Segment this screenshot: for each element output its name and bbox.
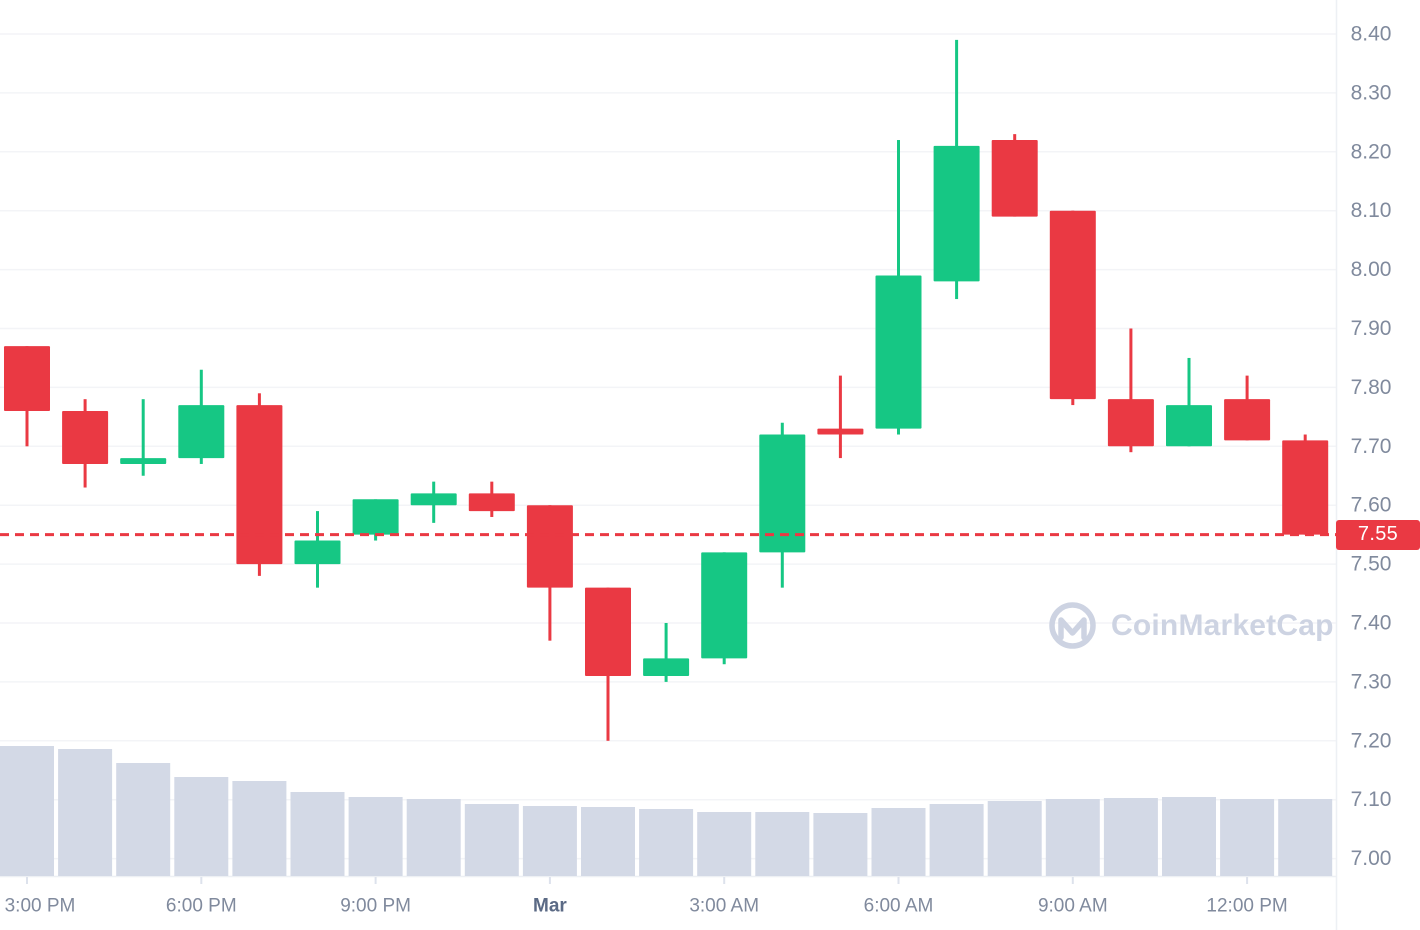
candle-down[interactable] <box>62 410 109 464</box>
volume-bar[interactable] <box>639 809 694 876</box>
candle-up[interactable] <box>294 540 341 565</box>
y-axis-tick-label: 7.40 <box>1351 612 1392 635</box>
candle-down[interactable] <box>526 505 573 588</box>
volume-bar[interactable] <box>58 749 113 876</box>
candle-down[interactable] <box>4 346 50 411</box>
volume-bar[interactable] <box>174 777 229 876</box>
candle-down[interactable] <box>236 405 283 565</box>
y-axis-tick-label: 7.50 <box>1351 553 1392 576</box>
y-axis-tick-label: 7.00 <box>1351 847 1392 870</box>
candle-down[interactable] <box>585 587 631 677</box>
candle-down[interactable] <box>468 493 515 512</box>
x-axis-tick-label: Mar <box>533 896 567 917</box>
volume-bar[interactable] <box>755 812 810 876</box>
candle-down[interactable] <box>1049 210 1096 400</box>
candle-up[interactable] <box>701 552 748 659</box>
candle-wick <box>664 623 668 682</box>
candle-up[interactable] <box>643 658 690 677</box>
y-axis-tick-label: 7.90 <box>1351 317 1392 340</box>
y-axis-tick-label: 8.40 <box>1351 23 1392 46</box>
candle-up[interactable] <box>875 275 922 429</box>
volume-bar[interactable] <box>232 781 287 876</box>
volume-bar[interactable] <box>1220 799 1275 876</box>
x-axis-tick-label: 9:00 AM <box>1038 896 1108 917</box>
candle-up[interactable] <box>120 458 167 464</box>
x-axis-tick-label: 3:00 PM <box>5 896 76 917</box>
candle-up[interactable] <box>759 434 806 553</box>
volume-bar[interactable] <box>290 792 345 876</box>
x-axis-tick-label: 9:00 PM <box>340 896 411 917</box>
volume-bar[interactable] <box>522 806 577 876</box>
candle-down[interactable] <box>1107 399 1154 447</box>
y-axis-tick-label: 7.60 <box>1351 494 1392 517</box>
candle-up[interactable] <box>352 499 399 535</box>
candle-up[interactable] <box>1166 405 1212 447</box>
volume-bar[interactable] <box>116 763 171 876</box>
volume-bar[interactable] <box>348 797 403 876</box>
y-axis-tick-label: 8.20 <box>1351 140 1392 163</box>
volume-bar[interactable] <box>464 804 519 876</box>
volume-bar[interactable] <box>987 801 1042 876</box>
volume-bar[interactable] <box>406 799 461 876</box>
volume-bar[interactable] <box>0 746 54 876</box>
y-axis-tick-label: 7.20 <box>1351 729 1392 752</box>
candle-down[interactable] <box>991 140 1038 217</box>
volume-bar[interactable] <box>813 813 868 876</box>
candle-up[interactable] <box>178 405 225 459</box>
candle-up[interactable] <box>933 145 980 282</box>
volume-bar[interactable] <box>871 808 926 876</box>
candle-wick <box>1129 328 1133 453</box>
y-axis-tick-label: 7.80 <box>1351 376 1392 399</box>
volume-bar[interactable] <box>697 812 752 876</box>
volume-bar[interactable] <box>1103 798 1158 876</box>
y-axis-tick-label: 7.70 <box>1351 435 1392 458</box>
y-axis-tick-label: 8.30 <box>1351 81 1392 104</box>
candle-wick <box>141 399 145 476</box>
volume-bar[interactable] <box>581 807 635 876</box>
volume-bar[interactable] <box>929 804 984 876</box>
candle-down[interactable] <box>1224 399 1271 441</box>
x-axis-tick-label: 6:00 PM <box>166 896 237 917</box>
y-axis-tick-label: 7.10 <box>1351 788 1392 811</box>
volume-bar[interactable] <box>1278 799 1333 876</box>
volume-bar[interactable] <box>1045 799 1100 876</box>
current-price-badge: 7.55 <box>1336 519 1420 550</box>
volume-bar[interactable] <box>1162 797 1216 876</box>
x-axis-tick-label: 3:00 AM <box>689 896 759 917</box>
candle-wick <box>1187 357 1191 447</box>
candle-up[interactable] <box>410 493 457 506</box>
candle-down[interactable] <box>1282 440 1329 535</box>
candle-wick <box>838 375 842 459</box>
y-axis-tick-label: 7.30 <box>1351 670 1392 693</box>
x-axis-tick-label: 12:00 PM <box>1206 896 1287 917</box>
y-axis-tick-label: 8.00 <box>1351 258 1392 281</box>
x-axis-tick-label: 6:00 AM <box>864 896 934 917</box>
candle-down[interactable] <box>817 428 864 435</box>
y-axis-tick-label: 8.10 <box>1351 199 1392 222</box>
